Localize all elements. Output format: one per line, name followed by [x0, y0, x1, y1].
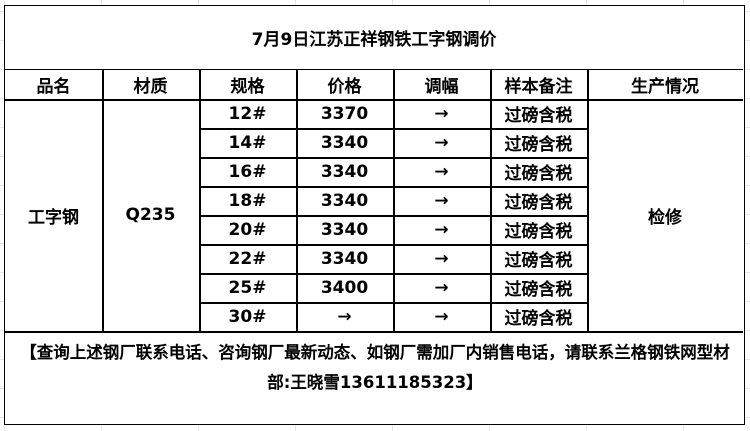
change-cell[interactable]: → [434, 277, 449, 298]
spec-cell[interactable]: 30# [228, 306, 267, 327]
note-cell[interactable]: 过磅含税 [504, 309, 573, 329]
table-title[interactable]: 7月9日江苏正祥钢铁工字钢调价 [5, 6, 743, 70]
change-cell[interactable]: → [434, 132, 449, 153]
change-cell[interactable]: → [434, 103, 449, 124]
price-cell[interactable]: 3340 [320, 190, 369, 211]
cell-border [199, 70, 201, 331]
spec-cell[interactable]: 22# [228, 248, 267, 269]
column-header[interactable]: 价格 [327, 77, 362, 97]
production-status-cell[interactable]: 检修 [648, 207, 682, 228]
cell-border [5, 331, 743, 333]
change-cell[interactable]: → [434, 306, 449, 327]
cell-border [296, 70, 298, 331]
price-cell[interactable]: 3340 [320, 132, 369, 153]
spec-cell[interactable]: 14# [228, 132, 267, 153]
price-cell[interactable]: 3370 [320, 103, 369, 124]
spec-cell[interactable]: 20# [228, 219, 267, 240]
change-cell[interactable]: → [434, 248, 449, 269]
cell-border [587, 70, 589, 331]
spec-cell[interactable]: 18# [228, 190, 267, 211]
cell-border [393, 70, 395, 331]
price-cell[interactable]: 3340 [320, 248, 369, 269]
note-cell[interactable]: 过磅含税 [504, 106, 573, 126]
footer-note[interactable]: 【查询上述钢厂联系电话、咨询钢厂最新动态、如钢厂需加厂内销售电话，请联系兰格钢铁… [20, 343, 730, 392]
note-cell[interactable]: 过磅含税 [504, 222, 573, 242]
note-cell[interactable]: 过磅含税 [504, 280, 573, 300]
note-cell[interactable]: 过磅含税 [504, 251, 573, 271]
price-table: 7月9日江苏正祥钢铁工字钢调价 品名 材质 规格 价格 调幅 样本备注 生产情况工字钢 Q23… [4, 5, 745, 425]
spec-cell[interactable]: 16# [228, 161, 267, 182]
cell-border [490, 70, 492, 331]
material-cell[interactable]: Q235 [125, 205, 176, 225]
price-cell[interactable]: 3340 [320, 219, 369, 240]
note-cell[interactable]: 过磅含税 [504, 164, 573, 184]
cell-border [5, 99, 743, 101]
price-cell[interactable]: → [337, 306, 352, 327]
column-header[interactable]: 品名 [36, 77, 71, 97]
product-name-cell[interactable]: 工字钢 [28, 207, 79, 228]
note-cell[interactable]: 过磅含税 [504, 135, 573, 155]
column-header[interactable]: 生产情况 [631, 77, 699, 97]
cell-border [102, 70, 104, 331]
column-header[interactable]: 规格 [230, 77, 265, 97]
spec-cell[interactable]: 12# [228, 103, 267, 124]
change-cell[interactable]: → [434, 161, 449, 182]
column-header[interactable]: 材质 [133, 77, 168, 97]
change-cell[interactable]: → [434, 190, 449, 211]
price-cell[interactable]: 3400 [320, 277, 369, 298]
column-header[interactable]: 调幅 [424, 77, 459, 97]
change-cell[interactable]: → [434, 219, 449, 240]
spec-cell[interactable]: 25# [228, 277, 267, 298]
price-cell[interactable]: 3340 [320, 161, 369, 182]
column-header[interactable]: 样本备注 [504, 77, 573, 97]
note-cell[interactable]: 过磅含税 [504, 193, 573, 213]
